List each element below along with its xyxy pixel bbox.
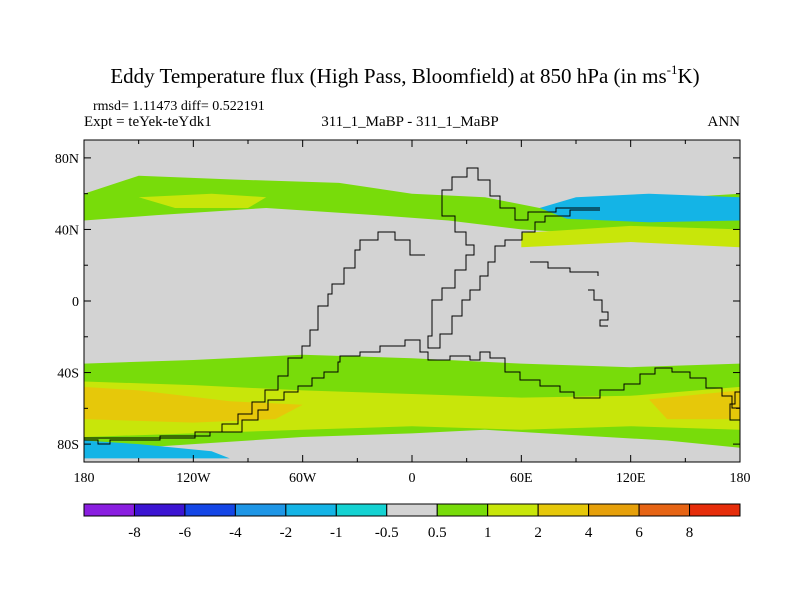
season-label: ANN (708, 114, 741, 130)
colorbar-label: 2 (534, 525, 542, 541)
colorbar-label: -2 (280, 525, 293, 541)
colorbar-swatch (638, 503, 691, 517)
expt-label: Expt = teYek-teYdk1 (84, 114, 212, 130)
y-tick-label: 80S (57, 438, 79, 453)
region-nh-pacific-yellow (521, 225, 740, 248)
colorbar-swatch (285, 503, 337, 517)
colorbar-label: -4 (229, 525, 242, 541)
colorbar-swatch (588, 503, 640, 517)
x-axis: 180 120W 60W 0 60E 120E 180 (74, 140, 751, 486)
colorbar-swatch (436, 503, 489, 517)
coastline-southern-tail (729, 391, 740, 421)
colorbar-label: 4 (585, 525, 593, 541)
colorbar-label: -6 (179, 525, 192, 541)
colorbar-label: 1 (484, 525, 492, 541)
coastline-africa (84, 357, 295, 439)
x-tick-label: 120W (176, 471, 211, 486)
x-tick-label: 180 (74, 471, 95, 486)
region-nh-band-green (84, 175, 740, 239)
x-tick-label: 180 (730, 471, 751, 486)
stats-label: rmsd= 1.11473 diff= 0.522191 (93, 99, 265, 114)
colorbar-label: 0.5 (428, 525, 447, 541)
coastline-north-america (427, 167, 600, 349)
colorbar: -8 -6 -4 -2 -1 -0.5 0.5 1 2 4 6 8 (83, 503, 741, 541)
x-tick-label: 120E (616, 471, 646, 486)
coastline-eastern-isles (530, 261, 599, 276)
colorbar-label: -0.5 (375, 525, 399, 541)
coastline-antarctic (84, 339, 740, 445)
y-axis: 80N 40N 0 40S 80S (55, 152, 740, 453)
coastline-pacific-islands (588, 289, 609, 327)
coastline-south-america (295, 231, 425, 359)
colorbar-swatch (234, 503, 287, 517)
map-plot: 180 120W 60W 0 60E 120E 180 80N 40N 0 40S 80S (55, 139, 751, 486)
x-tick-label: 0 (409, 471, 416, 486)
colorbar-label: 6 (635, 525, 643, 541)
y-tick-label: 40N (55, 223, 79, 238)
colorbar-swatch (689, 503, 741, 517)
title-suffix: K) (677, 64, 699, 88)
case-label: 311_1_MaBP - 311_1_MaBP (321, 114, 499, 130)
colorbar-swatch (184, 503, 236, 517)
colorbar-swatch (83, 503, 135, 517)
colorbar-label: -8 (128, 525, 141, 541)
coastlines (84, 167, 740, 445)
colorbar-swatch (335, 503, 388, 517)
y-tick-label: 80N (55, 152, 79, 167)
region-sh-band-yellow (84, 381, 740, 437)
region-antarctic-cyan (84, 440, 230, 459)
region-nh-band-yellow (138, 193, 267, 208)
x-tick-label: 60E (510, 471, 533, 486)
colorbar-swatch (133, 503, 186, 517)
colorbar-label: 8 (686, 525, 694, 541)
region-nh-pacific-cyan (539, 193, 740, 223)
contour-regions (84, 175, 740, 459)
colorbar-swatch (386, 503, 438, 517)
x-tick-label: 60W (289, 471, 317, 486)
title-main: Eddy Temperature flux (High Pass, Bloomf… (110, 64, 666, 88)
colorbar-swatch (487, 503, 539, 517)
y-tick-label: 0 (72, 295, 79, 310)
y-tick-label: 40S (57, 367, 79, 382)
title-superscript: -1 (667, 62, 678, 77)
colorbar-swatch (537, 503, 590, 517)
region-sh-pacific-orange (648, 390, 740, 420)
colorbar-label: -1 (330, 525, 343, 541)
chart-title: Eddy Temperature flux (High Pass, Bloomf… (110, 62, 699, 88)
